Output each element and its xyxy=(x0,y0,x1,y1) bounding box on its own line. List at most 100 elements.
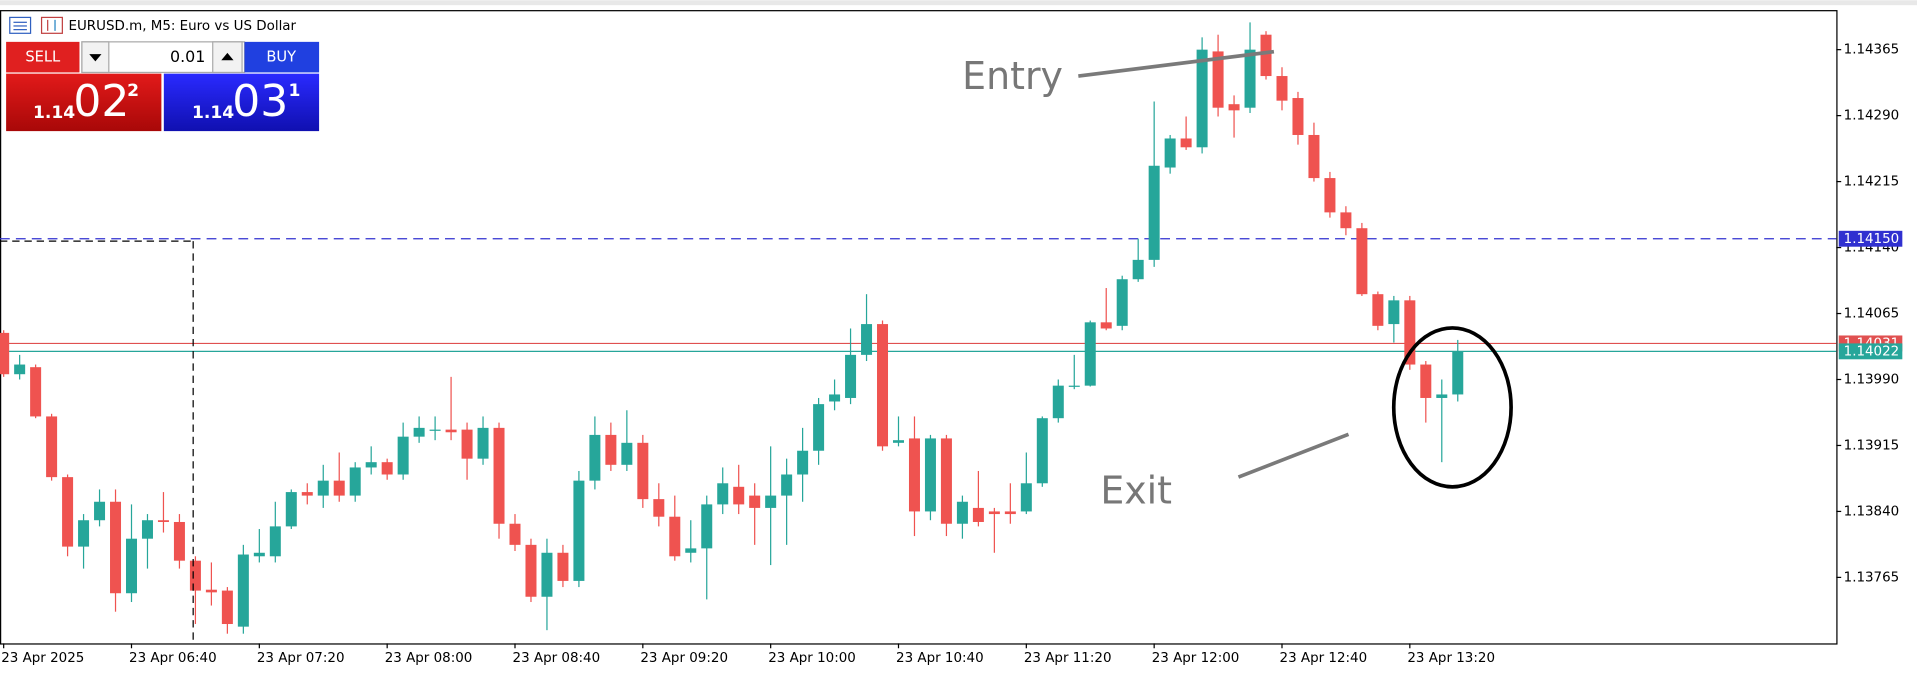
candle-body xyxy=(653,499,665,517)
candle-body xyxy=(509,523,521,545)
candle-body xyxy=(877,324,889,447)
candle-body xyxy=(781,474,793,496)
candle-body xyxy=(1180,138,1192,148)
buy-price-box[interactable] xyxy=(163,73,320,132)
candle-body xyxy=(445,429,457,433)
candle-body xyxy=(1452,351,1464,395)
candle-body xyxy=(397,436,409,475)
y-tick-label: 1.14215 xyxy=(1844,175,1900,190)
x-tick-label: 23 Apr 10:40 xyxy=(896,651,984,666)
x-tick-label: 23 Apr 08:40 xyxy=(513,651,601,666)
candle-body xyxy=(621,442,633,465)
buy-price-prefix: 1.14 xyxy=(192,103,234,123)
candle-body xyxy=(157,520,169,522)
x-tick-label: 23 Apr 08:00 xyxy=(385,651,473,666)
candle-body xyxy=(381,462,393,475)
sell-price-big: 02 xyxy=(73,76,129,127)
candle-body xyxy=(94,501,106,521)
candle-body xyxy=(541,552,553,597)
chart-icon xyxy=(40,16,63,34)
candle-body xyxy=(685,548,697,553)
sell-price-box[interactable] xyxy=(6,73,162,132)
candle-body xyxy=(797,450,809,475)
candle-body xyxy=(972,507,984,522)
candle-body xyxy=(861,324,873,355)
candle-body xyxy=(988,511,1000,515)
candle-body xyxy=(525,544,537,597)
volume-value[interactable]: 0.01 xyxy=(170,47,205,66)
candle-body xyxy=(125,538,138,594)
candle-body xyxy=(1084,322,1096,386)
plot-area xyxy=(0,22,1837,634)
candle-body xyxy=(557,552,569,581)
x-tick-label: 23 Apr 09:20 xyxy=(640,651,728,666)
sell-label[interactable]: SELL xyxy=(25,49,61,66)
candle-body xyxy=(349,467,361,496)
candle-body xyxy=(637,442,649,500)
candle-body xyxy=(1068,385,1080,387)
candle-body xyxy=(1148,165,1160,260)
price-label-box xyxy=(1838,230,1903,247)
candle-body xyxy=(1036,418,1048,484)
candle-body xyxy=(477,427,489,459)
y-tick-label: 1.14065 xyxy=(1844,307,1900,322)
y-tick-label: 1.14365 xyxy=(1844,43,1900,58)
volume-up-arrow xyxy=(221,52,234,61)
candle-body xyxy=(605,434,617,465)
candle-body xyxy=(589,434,601,481)
candle-body xyxy=(237,554,249,627)
annotation: Exit xyxy=(1100,468,1172,512)
volume-down-arrow xyxy=(89,54,102,62)
price-label: 1.14150 xyxy=(1844,232,1900,247)
buy-price-big: 03 xyxy=(232,76,288,127)
candle-body xyxy=(829,394,841,402)
x-tick-label: 23 Apr 10:00 xyxy=(768,651,856,666)
candle-body xyxy=(1404,300,1416,365)
plot-frame xyxy=(0,10,1838,645)
candle-body xyxy=(1276,76,1288,101)
candle-body xyxy=(285,492,297,527)
sell-button[interactable] xyxy=(6,41,80,73)
sell-price-sup: 2 xyxy=(127,81,139,101)
candle-body xyxy=(189,560,201,591)
candle-body xyxy=(205,589,217,593)
candle-body xyxy=(1228,104,1240,111)
candle-body xyxy=(62,477,74,547)
candle-body xyxy=(413,427,425,437)
buy-button[interactable] xyxy=(244,41,320,73)
chart-title: EURUSD.m, M5: Euro vs US Dollar xyxy=(68,19,296,34)
candle-body xyxy=(956,501,968,524)
candle-body xyxy=(1196,49,1208,148)
candle-body xyxy=(1372,294,1384,326)
candle-body xyxy=(301,492,313,496)
candle-body xyxy=(892,440,904,443)
candle-body xyxy=(269,526,281,557)
x-tick-label: 23 Apr 2025 xyxy=(1,651,84,666)
buy-label[interactable]: BUY xyxy=(266,49,296,66)
candle-body xyxy=(1292,98,1304,135)
candle-body xyxy=(429,429,441,431)
annotation: Entry xyxy=(962,54,1063,98)
candle-body xyxy=(1164,138,1176,168)
candle-body xyxy=(0,332,10,375)
candle-body xyxy=(46,416,58,478)
annotation-line xyxy=(1237,432,1350,479)
tab-strip xyxy=(0,0,1917,6)
buy-price-sup: 1 xyxy=(289,81,301,101)
candle-body xyxy=(1388,300,1400,325)
y-tick-label: 1.13840 xyxy=(1844,504,1900,519)
price-label: 1.14022 xyxy=(1844,344,1900,359)
candle-body xyxy=(1100,322,1112,329)
y-tick-label: 1.13990 xyxy=(1844,372,1900,387)
candle-body xyxy=(1340,212,1352,229)
candle-body xyxy=(749,495,761,508)
x-tick-label: 23 Apr 13:20 xyxy=(1407,651,1495,666)
annotation-line xyxy=(1078,49,1275,78)
highlight-ellipse xyxy=(1391,326,1513,489)
candle-body xyxy=(1260,34,1272,77)
candle-body xyxy=(333,480,345,496)
candle-body xyxy=(1356,228,1368,295)
candle-body xyxy=(1132,259,1144,280)
